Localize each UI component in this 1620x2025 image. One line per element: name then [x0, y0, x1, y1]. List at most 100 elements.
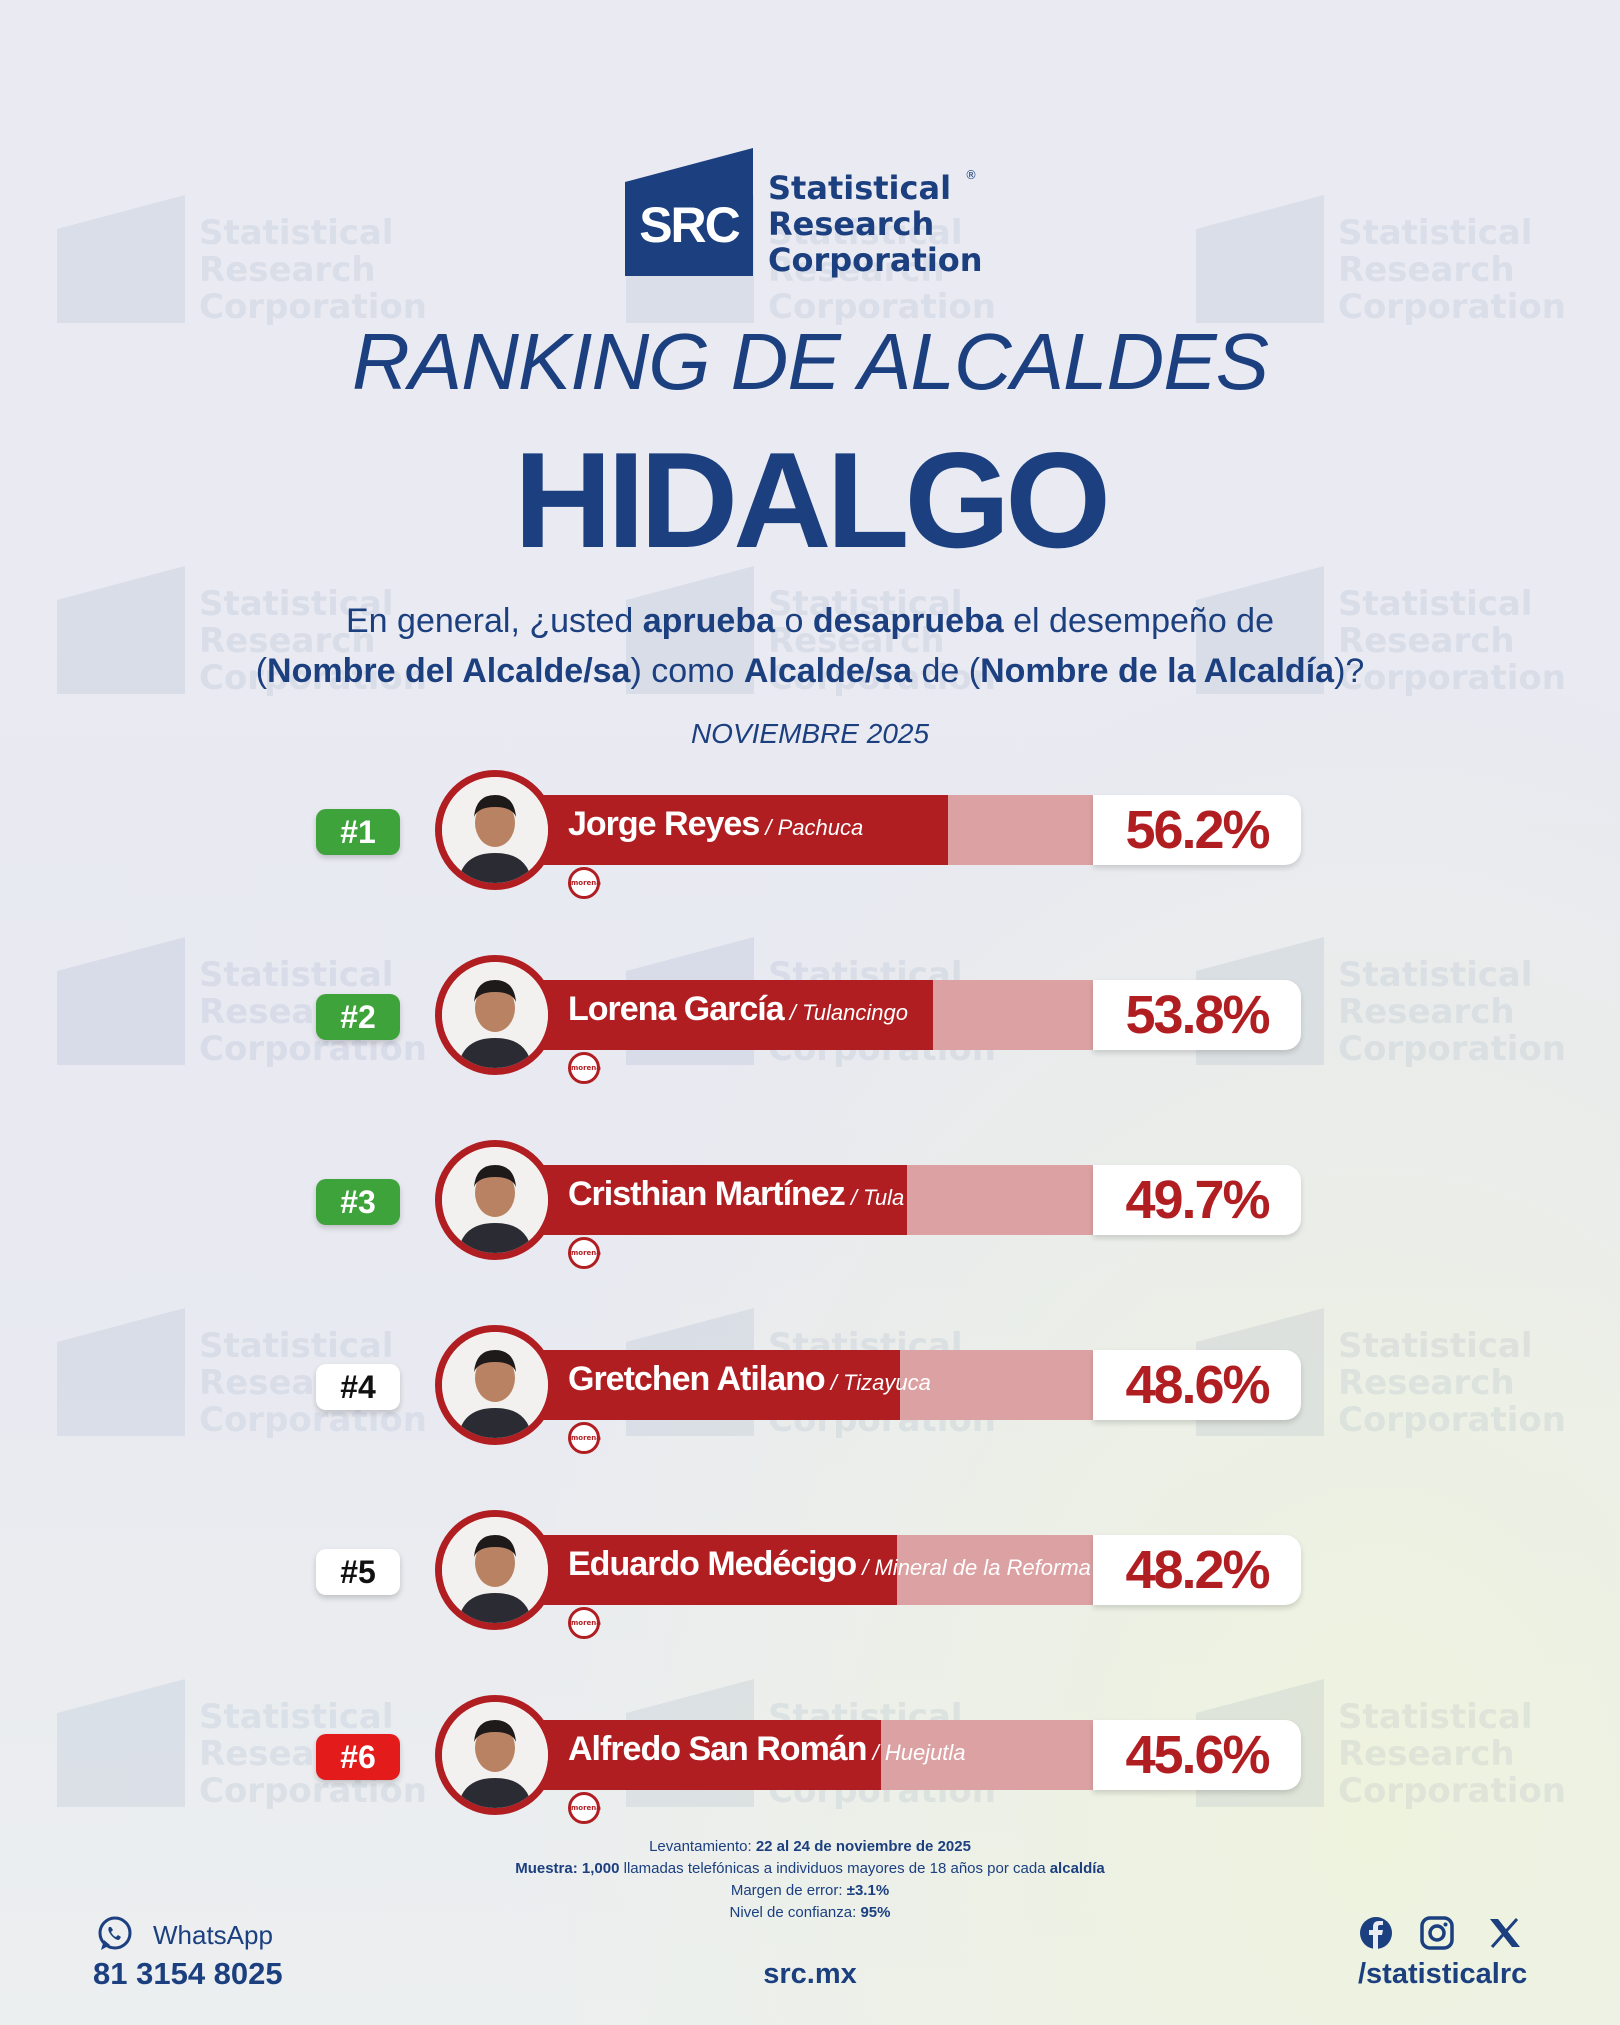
- official-label: Cristhian Martínez / Tula: [568, 1165, 904, 1235]
- question-text: de (: [912, 652, 981, 690]
- whatsapp-label: WhatsApp: [153, 1920, 273, 1950]
- official-label: Lorena García / Tulancingo: [568, 980, 908, 1050]
- bar-track: [525, 980, 1100, 1050]
- approval-value-label: 56.2%: [1093, 795, 1301, 865]
- party-badge: morena: [568, 1607, 601, 1639]
- question-text: ) como: [630, 652, 744, 690]
- question-bold: desaprueba: [812, 602, 1004, 640]
- logo-mark: [625, 148, 753, 276]
- note-value: 22 al 24 de noviembre de 2025: [755, 1838, 971, 1855]
- instagram-icon[interactable]: [1420, 1916, 1454, 1950]
- official-label: Gretchen Atilano / Tizayuca: [568, 1350, 931, 1420]
- note-label: Levantamiento:: [649, 1838, 756, 1855]
- municipality-name: / Tizayuca: [824, 1370, 931, 1395]
- ranking-row: #2 Lorena García / Tulancingo 53.8% morena: [0, 955, 1620, 1085]
- question-bold: Nombre del Alcalde/sa: [267, 652, 631, 690]
- question-bold: Alcalde/sa: [743, 652, 913, 690]
- official-label: Alfredo San Román / Huejutla: [568, 1720, 966, 1790]
- note-label: Muestra:: [515, 1860, 582, 1877]
- question-text: (: [255, 652, 268, 690]
- approval-value-label: 49.7%: [1093, 1165, 1301, 1235]
- approval-value-label: 45.6%: [1093, 1720, 1301, 1790]
- question-text: o: [775, 602, 813, 640]
- party-badge: morena: [568, 1422, 601, 1454]
- website-link[interactable]: src.mx: [763, 1958, 857, 1990]
- page-title: RANKING DE ALCALDES: [351, 317, 1269, 406]
- logo-word: Corporation: [768, 241, 983, 279]
- watermark-text: Statistical Research Corporation: [199, 584, 427, 698]
- logo-word: Research: [768, 205, 935, 243]
- note-line: Nivel de confianza: 95%: [0, 1902, 1620, 1924]
- x-icon[interactable]: [1490, 1918, 1520, 1948]
- methodology-notes: Levantamiento: 22 al 24 de noviembre de …: [0, 1836, 1620, 1924]
- bar-track: [525, 795, 1100, 865]
- bar-track: [525, 1165, 1100, 1235]
- watermark-logo: Statistical Research Corporation: [57, 195, 427, 326]
- official-name: Jorge Reyes: [568, 805, 760, 843]
- note-label: Margen de error:: [730, 1882, 847, 1899]
- watermark-logo: Statistical Research Corporation: [1196, 195, 1566, 326]
- whatsapp-contact[interactable]: WhatsApp: [95, 1914, 273, 1958]
- note-label: Nivel de confianza:: [729, 1904, 861, 1921]
- official-label: Eduardo Medécigo / Mineral de la Reforma: [568, 1535, 1091, 1605]
- party-badge: morena: [568, 1052, 601, 1084]
- question-text: el desempeño de: [1003, 602, 1274, 640]
- watermark-text: Statistical Research Corporation: [1338, 584, 1566, 698]
- official-name: Eduardo Medécigo: [568, 1545, 857, 1583]
- note-value: alcaldía: [1049, 1860, 1105, 1877]
- municipality-name: / Tulancingo: [783, 1000, 908, 1025]
- registered-mark: ®: [965, 168, 977, 182]
- rank-badge: #2: [316, 994, 400, 1040]
- official-photo: [435, 1695, 555, 1815]
- bar-track: [525, 1350, 1100, 1420]
- bar-value: [525, 1350, 900, 1420]
- official-photo: [435, 770, 555, 890]
- municipality-name: / Huejutla: [866, 1740, 966, 1765]
- logo-acronym: SRC: [639, 197, 741, 253]
- question-text: )?: [1334, 652, 1365, 690]
- question-text: En general, ¿usted: [346, 602, 643, 640]
- rank-badge: #6: [316, 1734, 400, 1780]
- bar-track: [525, 1720, 1100, 1790]
- bar-value: [525, 1165, 907, 1235]
- official-photo: [435, 955, 555, 1075]
- note-line: Muestra: 1,000 llamadas telefónicas a in…: [0, 1858, 1620, 1880]
- bar-track: [525, 1535, 1100, 1605]
- note-text: llamadas telefónicas a individuos mayore…: [619, 1860, 1050, 1877]
- ranking-row: #4 Gretchen Atilano / Tizayuca 48.6% morena: [0, 1325, 1620, 1455]
- whatsapp-icon: [98, 1916, 132, 1950]
- approval-value-label: 48.2%: [1093, 1535, 1301, 1605]
- watermark-text: Statistical Research Corporation: [1338, 1326, 1566, 1440]
- watermark-logo: Statistical Research Corporation: [1196, 566, 1566, 697]
- social-icon-row: [1360, 1916, 1520, 1950]
- ranking-row: #5 Eduardo Medécigo / Mineral de la Refor…: [0, 1510, 1620, 1640]
- bar-value: [525, 795, 948, 865]
- note-value: ±3.1%: [846, 1882, 890, 1899]
- official-name: Alfredo San Román: [568, 1730, 867, 1768]
- watermark-text: Statistical Research Corporation: [199, 213, 427, 327]
- state-name: HIDALGO: [513, 424, 1111, 576]
- bar-value: [525, 1720, 881, 1790]
- logo-word: Statistical: [768, 169, 952, 207]
- survey-question: En general, ¿usted aprueba o desaprueba …: [160, 596, 1460, 696]
- whatsapp-number[interactable]: 81 3154 8025: [93, 1956, 283, 1991]
- official-photo: [435, 1325, 555, 1445]
- watermark-text: Statistical Research Corporation: [1338, 213, 1566, 327]
- question-bold: Nombre de la Alcaldía: [980, 652, 1335, 690]
- social-handle[interactable]: /statisticalrc: [1358, 1958, 1528, 1990]
- note-value: 95%: [860, 1904, 891, 1921]
- approval-value-label: 48.6%: [1093, 1350, 1301, 1420]
- official-photo: [435, 1140, 555, 1260]
- watermark-text: Statistical Research Corporation: [768, 213, 996, 327]
- rank-badge: #1: [316, 809, 400, 855]
- social-icons: [1358, 1915, 1538, 1951]
- note-line: Levantamiento: 22 al 24 de noviembre de …: [0, 1836, 1620, 1858]
- official-label: Jorge Reyes / Pachuca: [568, 795, 863, 865]
- watermark-text: Statistical Research Corporation: [1338, 955, 1566, 1069]
- official-name: Cristhian Martínez: [568, 1175, 846, 1213]
- municipality-name: / Pachuca: [759, 815, 864, 840]
- party-badge: morena: [568, 1792, 601, 1824]
- approval-value-label: 53.8%: [1093, 980, 1301, 1050]
- facebook-icon[interactable]: [1360, 1917, 1392, 1949]
- note-value: 1,000: [581, 1860, 620, 1877]
